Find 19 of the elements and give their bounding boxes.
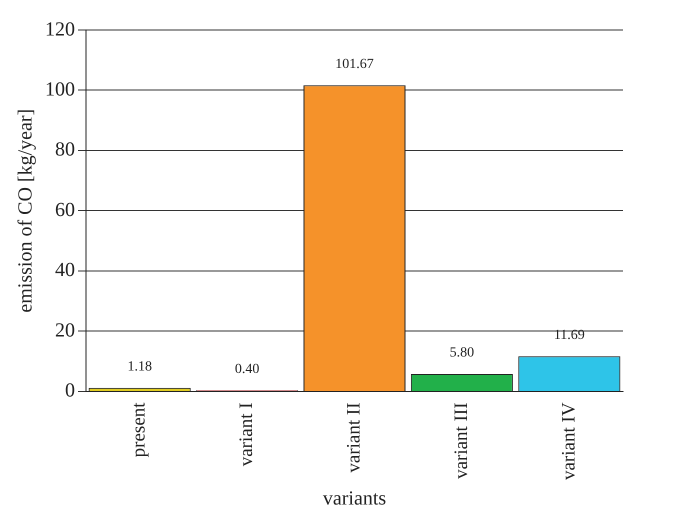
x-tick-label: variant I bbox=[236, 402, 258, 466]
data-label: 101.67 bbox=[335, 56, 374, 72]
y-tick-label: 0 bbox=[65, 380, 75, 402]
y-tick-label: 80 bbox=[55, 138, 75, 161]
data-label: 1.18 bbox=[127, 360, 152, 375]
y-tick-label: 120 bbox=[45, 18, 75, 40]
y-axis-title: emission of CO [kg/year] bbox=[14, 108, 36, 313]
x-axis-title: variants bbox=[322, 487, 386, 510]
y-tick-label: 20 bbox=[55, 319, 75, 342]
y-tick-label: 60 bbox=[55, 198, 75, 221]
y-tick-label: 100 bbox=[45, 78, 75, 100]
data-label: 11.69 bbox=[554, 328, 585, 343]
x-tick-label: variant IV bbox=[558, 402, 580, 480]
data-label: 0.40 bbox=[234, 362, 260, 377]
data-label: 5.80 bbox=[450, 346, 474, 361]
x-tick-label: present bbox=[128, 402, 150, 458]
x-tick-label: variant III bbox=[450, 402, 472, 479]
y-tick-label: 40 bbox=[55, 259, 75, 282]
x-tick-label: variant II bbox=[343, 402, 364, 473]
